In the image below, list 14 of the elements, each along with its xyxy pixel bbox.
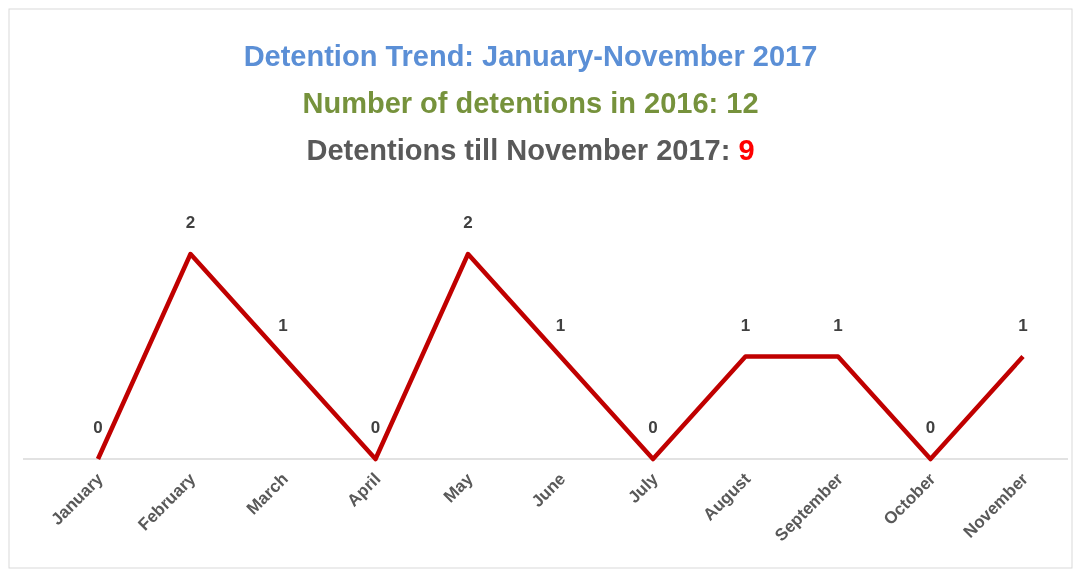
data-label: 1 — [1018, 315, 1028, 335]
data-label: 0 — [925, 418, 936, 437]
data-label: 0 — [648, 418, 658, 437]
data-label: 2 — [463, 213, 473, 232]
data-label: 1 — [278, 315, 288, 335]
data-label: 1 — [740, 315, 751, 335]
data-label: 0 — [370, 418, 381, 437]
text: Detentions till November 2017: 9 — [306, 134, 755, 166]
data-label: 2 — [185, 213, 196, 232]
data-label: 1 — [555, 315, 566, 335]
data-label: 0 — [93, 418, 103, 437]
chart-title: Detention Trend: January-November 2017 — [243, 40, 818, 72]
chart-subtitle: Number of detentions in 2016: 12 — [302, 87, 759, 119]
data-label: 1 — [833, 315, 843, 335]
